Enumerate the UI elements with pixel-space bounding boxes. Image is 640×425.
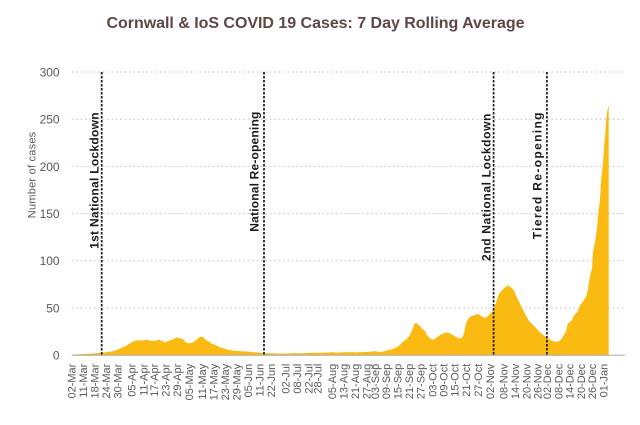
svg-text:2nd National Lockdown: 2nd National Lockdown xyxy=(479,114,493,261)
svg-text:27-Aug: 27-Aug xyxy=(361,364,373,399)
svg-text:08-Dec: 08-Dec xyxy=(554,363,566,399)
svg-text:26-Nov: 26-Nov xyxy=(533,363,545,399)
svg-text:22-Jul: 22-Jul xyxy=(303,364,315,394)
svg-text:21-Aug: 21-Aug xyxy=(350,364,362,399)
svg-text:05-Jun: 05-Jun xyxy=(243,364,255,398)
svg-text:13-Aug: 13-Aug xyxy=(338,364,350,399)
svg-text:National Re-opening: National Re-opening xyxy=(248,112,262,232)
svg-text:08-Nov: 08-Nov xyxy=(498,363,510,399)
svg-text:29-May: 29-May xyxy=(231,363,243,400)
svg-text:11-Mar: 11-Mar xyxy=(78,363,90,397)
svg-text:28-Jul: 28-Jul xyxy=(313,364,325,394)
svg-text:05-Apr: 05-Apr xyxy=(127,363,139,396)
svg-text:24-Mar: 24-Mar xyxy=(101,363,113,398)
svg-text:09-Oct: 09-Oct xyxy=(439,364,451,397)
svg-text:15-Sep: 15-Sep xyxy=(392,364,404,399)
svg-text:17-May: 17-May xyxy=(208,363,220,400)
svg-text:21-Oct: 21-Oct xyxy=(461,364,473,397)
svg-text:26-Dec: 26-Dec xyxy=(587,363,599,399)
svg-text:01-Jan: 01-Jan xyxy=(599,364,611,398)
svg-text:300: 300 xyxy=(40,65,60,79)
svg-text:03-Oct: 03-Oct xyxy=(427,364,439,397)
svg-text:23-May: 23-May xyxy=(220,363,232,400)
svg-text:150: 150 xyxy=(40,207,60,221)
svg-text:14-Nov: 14-Nov xyxy=(510,363,522,399)
svg-text:18-Mar: 18-Mar xyxy=(90,363,102,398)
svg-text:27-Sep: 27-Sep xyxy=(415,364,427,399)
svg-text:1st National Lockdown: 1st National Lockdown xyxy=(87,112,101,249)
svg-text:02-Mar: 02-Mar xyxy=(67,363,79,398)
svg-text:20-Dec: 20-Dec xyxy=(576,363,588,399)
svg-text:250: 250 xyxy=(40,113,60,127)
svg-text:15-Oct: 15-Oct xyxy=(450,364,462,397)
svg-text:14-Dec: 14-Dec xyxy=(565,363,577,399)
svg-text:27-Oct: 27-Oct xyxy=(473,364,485,397)
svg-text:100: 100 xyxy=(40,254,60,268)
svg-text:09-Sep: 09-Sep xyxy=(381,364,393,399)
svg-text:Cornwall & IoS COVID 19 Cases:: Cornwall & IoS COVID 19 Cases: 7 Day Rol… xyxy=(107,15,525,32)
svg-text:21-Sep: 21-Sep xyxy=(404,364,416,399)
svg-text:05-Aug: 05-Aug xyxy=(327,364,339,399)
svg-text:02-Dec: 02-Dec xyxy=(542,363,554,399)
svg-text:30-Mar: 30-Mar xyxy=(113,363,125,398)
svg-text:11-May: 11-May xyxy=(197,363,209,399)
svg-text:11-Jun: 11-Jun xyxy=(255,364,267,397)
svg-text:02-Jul: 02-Jul xyxy=(280,364,292,394)
svg-text:08-Jul: 08-Jul xyxy=(292,364,304,394)
svg-text:20-Nov: 20-Nov xyxy=(521,363,533,399)
svg-text:11-Apr: 11-Apr xyxy=(138,363,150,396)
svg-text:0: 0 xyxy=(53,349,60,363)
svg-text:05-May: 05-May xyxy=(184,363,196,400)
svg-text:02-Nov: 02-Nov xyxy=(485,363,497,399)
svg-text:29-Apr: 29-Apr xyxy=(172,363,184,396)
svg-text:Number of cases: Number of cases xyxy=(27,131,39,218)
svg-text:17-Apr: 17-Apr xyxy=(149,363,161,396)
svg-text:03-Sep: 03-Sep xyxy=(370,364,382,399)
svg-text:22-Jun: 22-Jun xyxy=(266,364,278,398)
svg-text:50: 50 xyxy=(46,301,60,315)
svg-text:200: 200 xyxy=(40,160,60,174)
svg-text:23-Apr: 23-Apr xyxy=(161,363,173,396)
svg-text:Tiered Re-opening: Tiered Re-opening xyxy=(530,113,544,240)
